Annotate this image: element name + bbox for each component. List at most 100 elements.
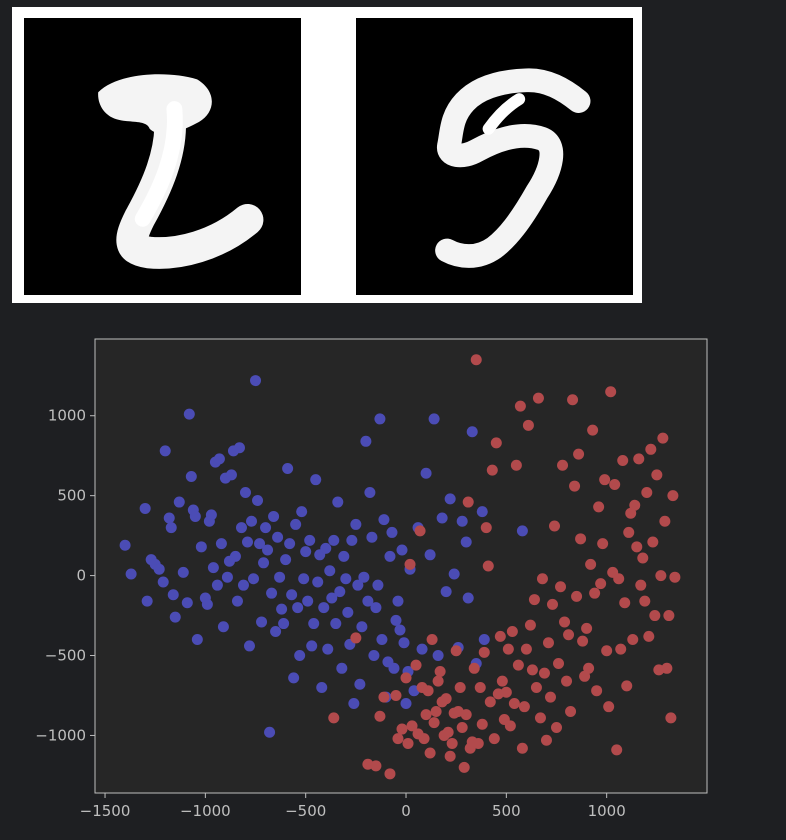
red-point — [639, 595, 651, 607]
blue-point — [215, 538, 227, 550]
red-point — [629, 499, 641, 511]
plot-background — [95, 339, 707, 793]
blue-point — [372, 579, 384, 591]
scatter-chart: −1500 −1000 −500 0 500 1000 −1000 −500 0 500 1000 — [0, 318, 786, 840]
y-tick-label: 500 — [57, 487, 86, 505]
red-point — [502, 643, 514, 655]
blue-point — [169, 611, 181, 623]
red-point — [392, 733, 404, 745]
red-point — [420, 709, 432, 721]
red-point — [480, 522, 492, 534]
blue-point — [368, 650, 380, 662]
red-point — [404, 558, 416, 570]
blue-point — [448, 568, 460, 580]
red-point — [374, 710, 386, 722]
blue-point — [163, 512, 175, 524]
red-point — [468, 662, 480, 674]
red-point — [422, 685, 434, 697]
red-point — [633, 453, 645, 465]
blue-point — [157, 576, 169, 588]
red-point — [563, 629, 575, 641]
red-point — [573, 448, 585, 460]
blue-point — [248, 573, 260, 585]
blue-point — [153, 563, 165, 575]
red-point — [488, 733, 500, 745]
red-point — [530, 681, 542, 693]
red-point — [450, 645, 462, 657]
red-point — [458, 761, 470, 773]
blue-point — [274, 571, 286, 583]
red-point — [406, 720, 418, 732]
blue-point — [432, 650, 444, 662]
blue-point — [276, 603, 288, 615]
x-tick-label: −1000 — [180, 802, 231, 820]
blue-point — [183, 408, 195, 420]
blue-point — [167, 589, 179, 601]
red-point — [589, 587, 601, 599]
red-point — [663, 610, 675, 622]
red-point — [426, 634, 438, 646]
red-point — [506, 626, 518, 638]
red-point — [410, 659, 422, 671]
blue-point — [139, 502, 151, 514]
red-point — [635, 579, 647, 591]
digit-5-drawing — [435, 68, 591, 268]
blue-point — [394, 624, 406, 636]
blue-point — [340, 573, 352, 585]
red-point — [494, 630, 506, 642]
red-point — [637, 552, 649, 564]
blue-point — [201, 598, 213, 610]
red-point — [516, 742, 528, 754]
blue-point — [326, 592, 338, 604]
red-point — [667, 490, 679, 502]
red-point — [555, 581, 567, 593]
red-point — [424, 747, 436, 759]
red-point — [456, 721, 468, 733]
blue-point — [173, 496, 185, 508]
red-point — [553, 658, 565, 670]
blue-point — [300, 546, 312, 558]
red-point — [504, 720, 516, 732]
blue-point — [268, 510, 280, 522]
red-point — [434, 666, 446, 678]
red-point — [486, 464, 498, 476]
red-point — [661, 662, 673, 674]
blue-point — [280, 554, 292, 566]
red-point — [609, 478, 621, 490]
red-point — [585, 558, 597, 570]
blue-point — [225, 469, 237, 481]
red-point — [540, 734, 552, 746]
digit-image-2 — [24, 18, 301, 295]
blue-point — [336, 662, 348, 674]
red-point — [651, 469, 663, 481]
blue-point — [462, 592, 474, 604]
blue-point — [278, 618, 290, 630]
red-point — [587, 424, 599, 436]
blue-point — [296, 506, 308, 518]
red-point — [478, 646, 490, 658]
red-point — [559, 616, 571, 628]
red-point — [430, 705, 442, 717]
blue-point — [177, 566, 189, 578]
red-point — [595, 578, 607, 590]
blue-point — [195, 541, 207, 553]
axis-ticks: −1500 −1000 −500 0 500 1000 −1000 −500 0 500 1000 — [35, 407, 626, 820]
red-point — [567, 394, 579, 406]
blue-point — [388, 662, 400, 674]
red-point — [490, 437, 502, 449]
blue-point — [316, 681, 328, 693]
red-point — [542, 637, 554, 649]
red-point — [669, 571, 681, 583]
red-point — [591, 685, 603, 697]
blue-point — [221, 571, 233, 583]
red-point — [444, 750, 456, 762]
red-point — [428, 717, 440, 729]
red-point — [581, 622, 593, 634]
red-point — [390, 689, 402, 701]
red-point — [454, 681, 466, 693]
red-point — [396, 723, 408, 735]
blue-point — [229, 550, 241, 562]
blue-point — [217, 621, 229, 633]
red-point — [442, 726, 454, 738]
x-tick-label: −1500 — [80, 802, 131, 820]
